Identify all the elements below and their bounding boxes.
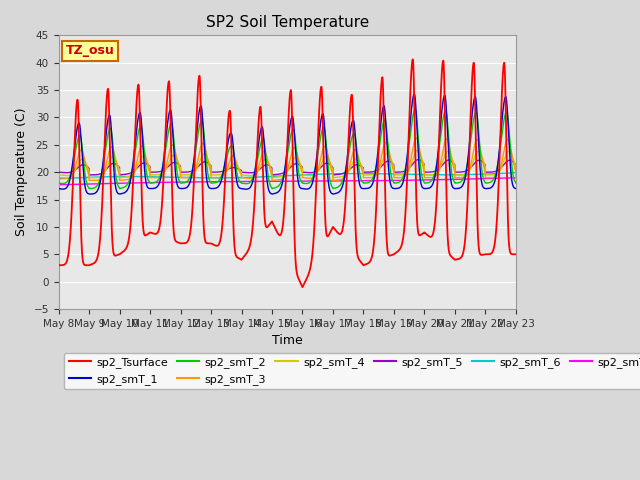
sp2_smT_3 [512, 175, 520, 180]
Line: sp2_smT_3: sp2_smT_3 [59, 138, 516, 180]
sp2_smT_1 [84, 190, 92, 196]
sp2_smT_1 [408, 103, 415, 109]
sp2_smT_7 [109, 180, 117, 186]
sp2_smT_6 [55, 176, 63, 181]
sp2_smT_7 [110, 180, 118, 186]
sp2_smT_4 [85, 175, 93, 180]
sp2_Tsurface [55, 263, 63, 268]
sp2_smT_3 [110, 149, 118, 155]
Line: sp2_smT_7: sp2_smT_7 [59, 178, 516, 185]
sp2_smT_7 [197, 179, 205, 185]
sp2_smT_2 [109, 144, 117, 150]
sp2_Tsurface [408, 62, 415, 68]
sp2_smT_3 [85, 178, 93, 183]
sp2_smT_5 [371, 168, 378, 174]
sp2_Tsurface [409, 57, 417, 62]
sp2_smT_6 [197, 175, 205, 180]
sp2_smT_7 [84, 181, 92, 187]
sp2_smT_4 [109, 154, 117, 160]
Line: sp2_smT_1: sp2_smT_1 [59, 94, 516, 194]
sp2_Tsurface [84, 263, 92, 268]
sp2_smT_1 [410, 91, 418, 97]
sp2_smT_4 [110, 155, 118, 160]
sp2_smT_1 [85, 191, 93, 197]
sp2_smT_6 [110, 174, 118, 180]
sp2_smT_4 [413, 147, 421, 153]
sp2_smT_5 [85, 172, 93, 178]
sp2_smT_2 [84, 183, 92, 189]
Line: sp2_smT_5: sp2_smT_5 [59, 159, 516, 175]
sp2_smT_2 [412, 107, 419, 112]
sp2_smT_5 [110, 160, 118, 166]
sp2_smT_4 [197, 155, 205, 161]
sp2_Tsurface [371, 232, 378, 238]
sp2_smT_4 [84, 164, 92, 170]
sp2_smT_6 [371, 171, 378, 177]
sp2_smT_4 [408, 159, 415, 165]
sp2_smT_5 [197, 161, 205, 167]
X-axis label: Time: Time [272, 335, 303, 348]
sp2_Tsurface [512, 252, 520, 257]
sp2_smT_1 [371, 173, 378, 179]
Line: sp2_smT_4: sp2_smT_4 [59, 150, 516, 178]
sp2_smT_1 [110, 167, 118, 172]
sp2_smT_7 [408, 177, 415, 183]
sp2_smT_1 [109, 157, 117, 163]
sp2_smT_6 [84, 175, 92, 180]
sp2_smT_5 [109, 160, 117, 166]
sp2_smT_5 [512, 169, 520, 175]
sp2_smT_3 [371, 174, 378, 180]
sp2_smT_5 [408, 162, 415, 168]
sp2_smT_3 [84, 168, 92, 174]
sp2_Tsurface [197, 105, 205, 111]
sp2_Tsurface [299, 284, 307, 290]
sp2_smT_3 [109, 146, 117, 152]
sp2_smT_2 [408, 120, 415, 126]
sp2_smT_4 [512, 172, 520, 178]
Legend: sp2_Tsurface, sp2_smT_1, sp2_smT_2, sp2_smT_3, sp2_smT_4, sp2_smT_5, sp2_smT_6, : sp2_Tsurface, sp2_smT_1, sp2_smT_2, sp2_… [64, 353, 640, 389]
sp2_Tsurface [110, 251, 118, 256]
sp2_smT_1 [197, 103, 205, 109]
Y-axis label: Soil Temperature (C): Soil Temperature (C) [15, 108, 28, 237]
sp2_smT_2 [85, 186, 93, 192]
sp2_smT_2 [55, 180, 63, 186]
Text: TZ_osu: TZ_osu [65, 45, 115, 58]
sp2_smT_3 [197, 144, 205, 149]
Line: sp2_smT_6: sp2_smT_6 [59, 173, 516, 179]
sp2_smT_3 [55, 175, 63, 180]
sp2_smT_5 [415, 156, 422, 162]
sp2_smT_2 [512, 180, 520, 186]
sp2_smT_4 [55, 172, 63, 178]
sp2_smT_6 [512, 170, 520, 176]
sp2_smT_6 [408, 171, 415, 177]
sp2_smT_5 [55, 169, 63, 175]
sp2_smT_2 [197, 119, 205, 124]
sp2_smT_7 [55, 182, 63, 188]
Title: SP2 Soil Temperature: SP2 Soil Temperature [205, 15, 369, 30]
sp2_smT_7 [512, 175, 520, 180]
sp2_smT_4 [371, 171, 378, 177]
sp2_smT_3 [412, 135, 420, 141]
Line: sp2_Tsurface: sp2_Tsurface [59, 60, 516, 287]
sp2_Tsurface [109, 247, 117, 252]
Line: sp2_smT_2: sp2_smT_2 [59, 109, 516, 189]
sp2_smT_7 [371, 178, 378, 184]
sp2_smT_2 [371, 170, 378, 176]
sp2_smT_1 [512, 186, 520, 192]
sp2_smT_3 [408, 151, 415, 157]
sp2_smT_5 [84, 164, 92, 170]
sp2_smT_1 [55, 186, 63, 192]
sp2_smT_2 [110, 152, 118, 157]
sp2_smT_6 [109, 174, 117, 180]
